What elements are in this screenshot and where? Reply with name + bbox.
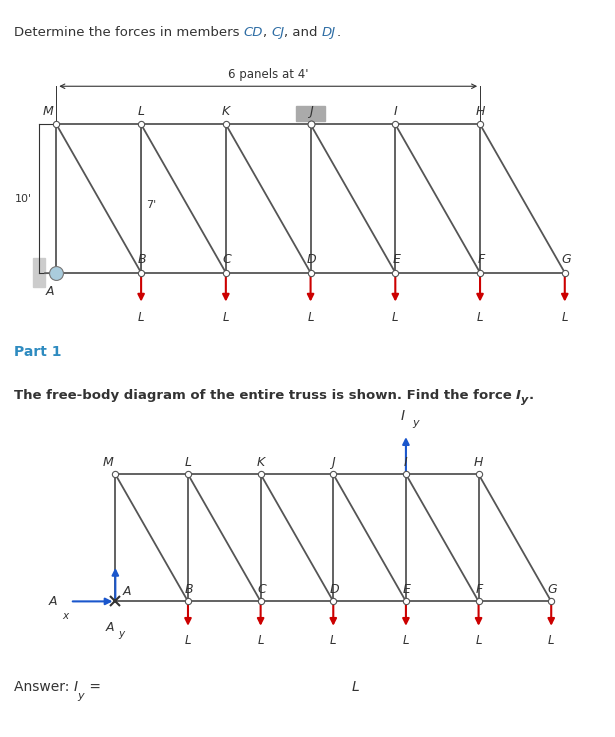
Text: y: y (77, 691, 84, 701)
Text: L: L (184, 634, 191, 647)
Text: G: G (547, 583, 557, 596)
Text: CD: CD (244, 26, 263, 39)
Text: =: = (85, 680, 106, 694)
Text: L: L (223, 311, 229, 324)
Text: i: i (117, 683, 122, 698)
Text: ,: , (263, 26, 271, 39)
Text: L: L (561, 311, 568, 324)
Text: .: . (528, 389, 533, 402)
Text: H: H (475, 105, 485, 118)
Text: L: L (403, 634, 409, 647)
Text: I: I (404, 455, 408, 469)
Text: C: C (257, 583, 266, 596)
Text: G: G (561, 254, 571, 266)
Text: K: K (256, 455, 264, 469)
Text: I: I (73, 680, 77, 694)
Text: L: L (308, 311, 314, 324)
Text: L: L (392, 311, 399, 324)
Text: 10': 10' (15, 194, 32, 203)
Text: Answer:: Answer: (14, 680, 73, 694)
Bar (33, 258, 45, 287)
Text: I: I (394, 105, 397, 118)
Text: C: C (223, 254, 231, 266)
Text: Determine the forces in members: Determine the forces in members (14, 26, 244, 39)
Text: L: L (184, 455, 191, 469)
Text: y: y (118, 629, 124, 639)
Bar (296, 106, 325, 121)
Text: M: M (103, 455, 113, 469)
Text: E: E (403, 583, 411, 596)
Text: F: F (477, 254, 485, 266)
Text: L: L (475, 634, 482, 647)
Text: .: . (336, 26, 340, 39)
Text: 6 panels at 4': 6 panels at 4' (228, 68, 309, 81)
Text: y: y (521, 395, 528, 405)
Text: D: D (330, 583, 339, 596)
Text: y: y (412, 418, 419, 428)
Text: L: L (477, 311, 483, 324)
Text: B: B (184, 583, 193, 596)
Text: L: L (548, 634, 555, 647)
Text: K: K (222, 105, 230, 118)
Text: DJ: DJ (322, 26, 336, 39)
Text: F: F (476, 583, 483, 596)
Text: A: A (49, 595, 57, 608)
Text: H: H (474, 455, 483, 469)
Text: E: E (392, 254, 400, 266)
Text: M: M (42, 105, 54, 118)
Text: The free-body diagram of the entire truss is shown. Find the force: The free-body diagram of the entire trus… (14, 389, 516, 402)
Text: $I$: $I$ (400, 410, 406, 424)
Text: A: A (122, 584, 131, 598)
Text: D: D (307, 254, 317, 266)
Text: A: A (46, 285, 54, 298)
Text: L: L (258, 634, 264, 647)
Text: , and: , and (284, 26, 322, 39)
Text: J: J (309, 105, 312, 118)
Text: x: x (63, 612, 69, 621)
Text: L: L (330, 634, 336, 647)
Text: L: L (138, 105, 145, 118)
Text: J: J (331, 455, 335, 469)
Text: B: B (138, 254, 146, 266)
Text: I: I (516, 389, 521, 402)
Text: CJ: CJ (271, 26, 284, 39)
Text: L: L (352, 680, 360, 694)
Text: A: A (106, 621, 114, 635)
Text: Part 1: Part 1 (14, 345, 61, 359)
Text: L: L (138, 311, 145, 324)
Text: 7': 7' (146, 200, 157, 210)
